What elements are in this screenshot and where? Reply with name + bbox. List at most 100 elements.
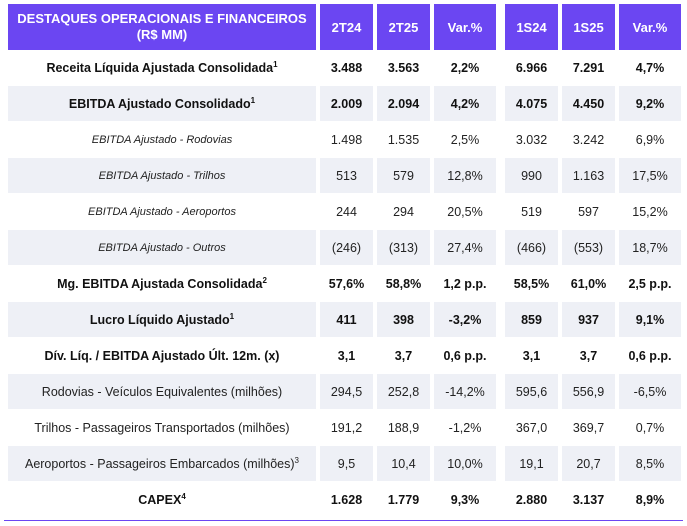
value-cell: 8,9% — [619, 482, 681, 518]
value-cell: 3.242 — [562, 122, 615, 158]
table-title: DESTAQUES OPERACIONAIS E FINANCEIROS (R$… — [8, 4, 316, 50]
row-label-text: EBITDA Ajustado - Aeroportos — [88, 205, 236, 218]
table-row: Aeroportos - Passageiros Embarcados (mil… — [8, 446, 681, 482]
footnote-marker: 3 — [294, 455, 299, 465]
row-label: Dív. Líq. / EBITDA Ajustado Últ. 12m. (x… — [8, 338, 316, 374]
value-cell: 18,7% — [619, 230, 681, 266]
footnote-marker: 1 — [250, 95, 256, 105]
value-cell: 252,8 — [377, 374, 430, 410]
column-header-2t24: 2T24 — [320, 4, 373, 50]
footnote-marker: 1 — [273, 59, 278, 69]
value-cell: 4.075 — [505, 86, 558, 122]
value-cell: 12,8% — [434, 158, 496, 194]
row-label: EBITDA Ajustado - Rodovias — [8, 122, 316, 158]
row-label: EBITDA Ajustado - Trilhos — [8, 158, 316, 194]
table-row: Mg. EBITDA Ajustada Consolidada2 57,6% 58,… — [8, 266, 681, 302]
table-body: Receita Líquida Ajustada Consolidada1 3.4… — [8, 50, 681, 518]
table-title-line1: DESTAQUES OPERACIONAIS E FINANCEIROS — [17, 11, 307, 26]
footnote-marker: 1 — [229, 311, 235, 321]
value-cell: 579 — [377, 158, 430, 194]
value-cell: 58,8% — [377, 266, 430, 302]
value-cell: 294 — [377, 194, 430, 230]
value-cell: 9,3% — [434, 482, 496, 518]
row-label: EBITDA Ajustado - Outros — [8, 230, 316, 266]
value-cell: 10,4 — [377, 446, 430, 482]
row-label-text: EBITDA Ajustado - Rodovias — [91, 133, 233, 146]
value-cell: 15,2% — [619, 194, 681, 230]
column-header-1s25: 1S25 — [562, 4, 615, 50]
value-cell: 58,5% — [505, 266, 558, 302]
value-cell: 513 — [320, 158, 373, 194]
value-cell: 2,5 p.p. — [619, 266, 681, 302]
table-row: CAPEX4 1.628 1.779 9,3% 2.880 3.137 8,9% — [8, 482, 681, 518]
row-label: EBITDA Ajustado Consolidado1 — [8, 86, 316, 122]
row-label: Aeroportos - Passageiros Embarcados (mil… — [8, 446, 316, 482]
table-row: EBITDA Ajustado - Trilhos 513 579 12,8% 990 1… — [8, 158, 681, 194]
value-cell: 1,2 p.p. — [434, 266, 496, 302]
row-label-text: Aeroportos - Passageiros Embarcados (mil… — [24, 456, 295, 471]
value-cell: 3.137 — [562, 482, 615, 518]
value-cell: 1.535 — [377, 122, 430, 158]
value-cell: 2,5% — [434, 122, 496, 158]
value-cell: 556,9 — [562, 374, 615, 410]
row-label-text: EBITDA Ajustado - Trilhos — [98, 169, 226, 182]
value-cell: 9,1% — [619, 302, 681, 338]
table-row: EBITDA Ajustado - Outros (246) (313) 27,4%(… — [8, 230, 681, 266]
value-cell: 9,5 — [320, 446, 373, 482]
value-cell: 0,6 p.p. — [434, 338, 496, 374]
row-label: Receita Líquida Ajustada Consolidada1 — [8, 50, 316, 86]
value-cell: 519 — [505, 194, 558, 230]
footnote-marker: 4 — [181, 491, 186, 501]
value-cell: 2,2% — [434, 50, 496, 86]
value-cell: 244 — [320, 194, 373, 230]
value-cell: 27,4% — [434, 230, 496, 266]
value-cell: 20,5% — [434, 194, 496, 230]
value-cell: 0,7% — [619, 410, 681, 446]
value-cell: 411 — [320, 302, 373, 338]
value-cell: 17,5% — [619, 158, 681, 194]
row-label: Trilhos - Passageiros Transportados (mil… — [8, 410, 316, 446]
row-label-text: Mg. EBITDA Ajustada Consolidada — [57, 276, 263, 291]
row-label: Lucro Líquido Ajustado1 — [8, 302, 316, 338]
value-cell: (313) — [377, 230, 430, 266]
value-cell: 61,0% — [562, 266, 615, 302]
value-cell: -3,2% — [434, 302, 496, 338]
table-bottom-rule — [4, 520, 683, 521]
table-row: Receita Líquida Ajustada Consolidada1 3.4… — [8, 50, 681, 86]
table-row: EBITDA Ajustado - Rodovias 1.498 1.535 2,5%… — [8, 122, 681, 158]
row-label: EBITDA Ajustado - Aeroportos — [8, 194, 316, 230]
column-header-2t25: 2T25 — [377, 4, 430, 50]
table-row: EBITDA Ajustado - Aeroportos 244 294 20,5% 5… — [8, 194, 681, 230]
row-label-text: Dív. Líq. / EBITDA Ajustado Últ. 12m. (x… — [44, 348, 280, 363]
row-label-text: Receita Líquida Ajustada Consolidada — [46, 60, 274, 75]
value-cell: 595,6 — [505, 374, 558, 410]
value-cell: (246) — [320, 230, 373, 266]
value-cell: 3.563 — [377, 50, 430, 86]
value-cell: 6.966 — [505, 50, 558, 86]
row-label: Mg. EBITDA Ajustada Consolidada2 — [8, 266, 316, 302]
value-cell: 3.032 — [505, 122, 558, 158]
row-label-text: EBITDA Ajustado - Outros — [98, 241, 226, 254]
value-cell: -6,5% — [619, 374, 681, 410]
value-cell: 20,7 — [562, 446, 615, 482]
table-row: Trilhos - Passageiros Transportados (mil… — [8, 410, 681, 446]
column-header-var-quarter: Var.% — [434, 4, 496, 50]
value-cell: 859 — [505, 302, 558, 338]
value-cell: 2.009 — [320, 86, 373, 122]
value-cell: 294,5 — [320, 374, 373, 410]
value-cell: 398 — [377, 302, 430, 338]
value-cell: 990 — [505, 158, 558, 194]
value-cell: 3.488 — [320, 50, 373, 86]
value-cell: 1.498 — [320, 122, 373, 158]
value-cell: 7.291 — [562, 50, 615, 86]
table-row: Rodovias - Veículos Equivalentes (milhõe… — [8, 374, 681, 410]
value-cell: 10,0% — [434, 446, 496, 482]
row-label: Rodovias - Veículos Equivalentes (milhõe… — [8, 374, 316, 410]
footnote-marker: 2 — [262, 275, 267, 285]
table-row: EBITDA Ajustado Consolidado1 2.009 2.094 4,… — [8, 86, 681, 122]
value-cell: 6,9% — [619, 122, 681, 158]
value-cell: 8,5% — [619, 446, 681, 482]
value-cell: 937 — [562, 302, 615, 338]
table-row: Dív. Líq. / EBITDA Ajustado Últ. 12m. (x… — [8, 338, 681, 374]
